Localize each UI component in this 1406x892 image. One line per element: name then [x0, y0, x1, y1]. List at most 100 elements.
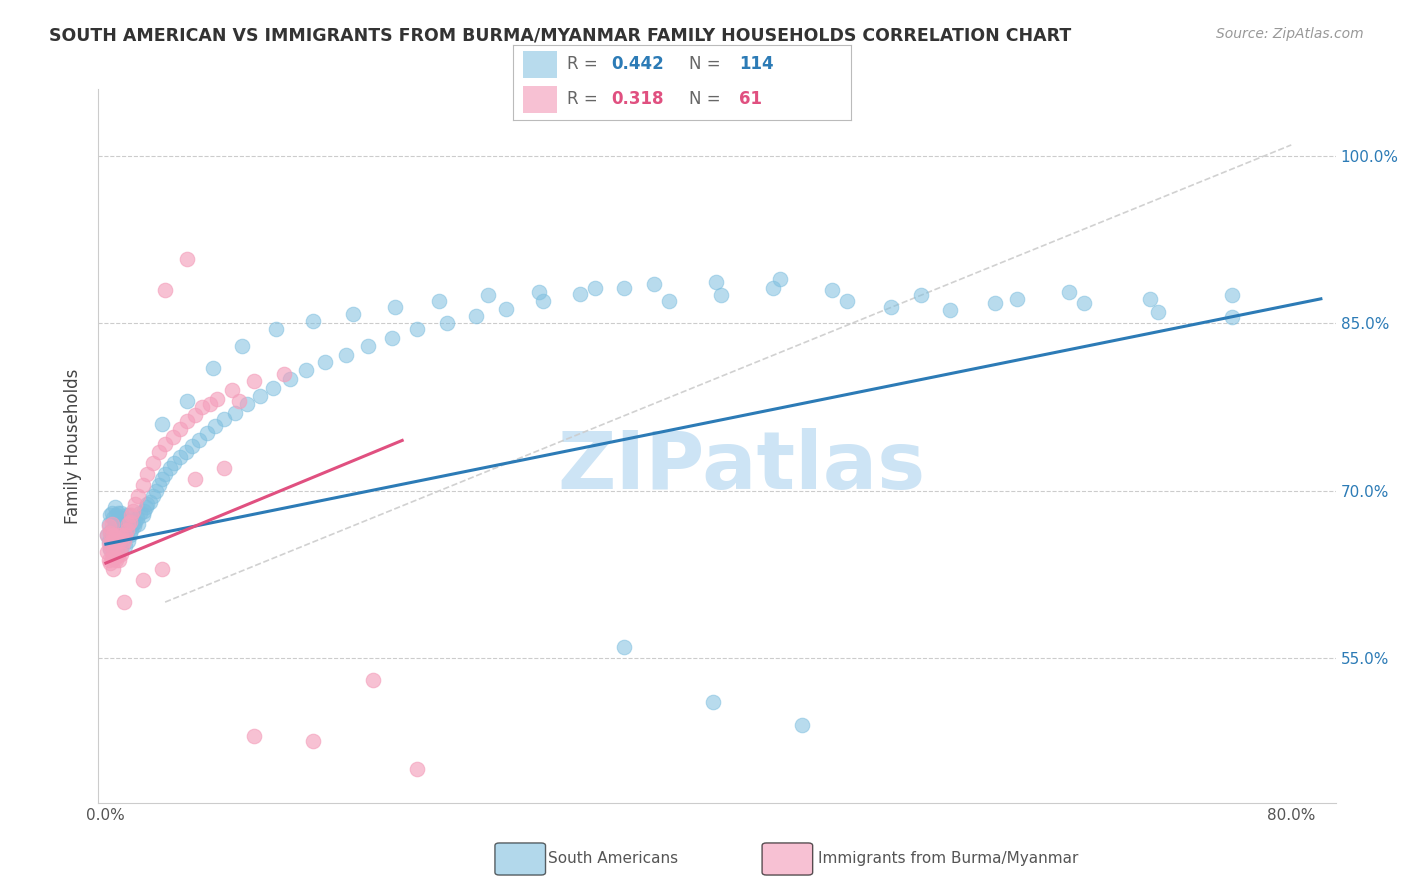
Point: [118, 515, 141, 529]
Point: [103, 528, 125, 542]
Point: [243, 375, 266, 389]
Bar: [523, 51, 557, 78]
Point: [132, 478, 155, 492]
Point: [835, 294, 858, 309]
Text: Source: ZipAtlas.com: Source: ZipAtlas.com: [1216, 27, 1364, 41]
Point: [150, 562, 173, 576]
Point: [110, 523, 132, 537]
Point: [108, 511, 131, 525]
Point: [153, 467, 176, 481]
Point: [124, 497, 146, 511]
Point: [527, 285, 550, 300]
Point: [103, 545, 125, 559]
Point: [613, 640, 636, 654]
Point: [704, 275, 727, 289]
Point: [174, 444, 197, 458]
Point: [228, 394, 250, 409]
Point: [114, 539, 136, 553]
Point: [125, 511, 148, 525]
Point: [118, 508, 141, 523]
Point: [111, 539, 134, 553]
Point: [117, 517, 139, 532]
Point: [205, 392, 228, 407]
Point: [96, 545, 118, 559]
Point: [176, 415, 198, 429]
Point: [150, 417, 173, 431]
Point: [114, 523, 136, 537]
Point: [108, 528, 131, 542]
Point: [112, 511, 135, 525]
Point: [1220, 310, 1243, 324]
Point: [110, 528, 132, 542]
Point: [104, 533, 127, 548]
Point: [112, 595, 135, 609]
Point: [142, 489, 165, 503]
Point: [105, 524, 128, 539]
Point: [132, 573, 155, 587]
Point: [939, 303, 962, 318]
Point: [1057, 285, 1080, 300]
Text: Immigrants from Burma/Myanmar: Immigrants from Burma/Myanmar: [818, 852, 1078, 866]
Point: [1005, 292, 1028, 306]
Point: [142, 456, 165, 470]
Point: [103, 545, 125, 559]
Text: N =: N =: [689, 55, 725, 73]
Point: [111, 533, 134, 548]
Text: South Americans: South Americans: [548, 852, 679, 866]
Point: [134, 503, 156, 517]
Text: R =: R =: [567, 55, 603, 73]
Point: [104, 500, 127, 515]
Point: [381, 331, 404, 345]
Point: [910, 288, 932, 302]
Point: [176, 394, 198, 409]
Point: [110, 506, 132, 520]
Point: [1139, 292, 1161, 306]
Point: [314, 355, 336, 369]
Point: [1220, 288, 1243, 302]
Point: [117, 533, 139, 548]
Point: [107, 528, 129, 542]
Point: [150, 473, 173, 487]
Point: [108, 553, 131, 567]
Point: [107, 506, 129, 520]
Point: [97, 517, 120, 532]
Point: [115, 523, 138, 537]
Point: [105, 533, 128, 548]
Point: [204, 419, 226, 434]
Point: [103, 528, 125, 542]
Point: [710, 288, 733, 302]
Point: [295, 363, 318, 377]
Point: [121, 503, 143, 517]
Text: SOUTH AMERICAN VS IMMIGRANTS FROM BURMA/MYANMAR FAMILY HOUSEHOLDS CORRELATION CH: SOUTH AMERICAN VS IMMIGRANTS FROM BURMA/…: [49, 27, 1071, 45]
Text: 114: 114: [740, 55, 773, 73]
Text: 61: 61: [740, 90, 762, 108]
Point: [98, 524, 121, 539]
Point: [335, 348, 357, 362]
Point: [465, 309, 488, 323]
Point: [96, 528, 118, 542]
Point: [100, 517, 122, 532]
Point: [98, 508, 121, 523]
Point: [107, 548, 129, 563]
Point: [264, 322, 287, 336]
Text: 0.318: 0.318: [612, 90, 664, 108]
Point: [880, 300, 903, 314]
Point: [136, 467, 159, 481]
Point: [342, 308, 364, 322]
Text: 0.442: 0.442: [612, 55, 664, 73]
Point: [249, 389, 271, 403]
Point: [273, 367, 295, 381]
Point: [112, 533, 135, 548]
Point: [100, 533, 122, 548]
Text: ZIPatlas: ZIPatlas: [558, 428, 927, 507]
Point: [153, 437, 176, 451]
Point: [231, 339, 253, 353]
Point: [762, 281, 785, 295]
Point: [100, 523, 122, 537]
Point: [132, 508, 155, 523]
Point: [98, 556, 121, 570]
Point: [115, 508, 138, 523]
Point: [117, 514, 139, 528]
Point: [302, 734, 325, 748]
Point: [120, 508, 142, 523]
